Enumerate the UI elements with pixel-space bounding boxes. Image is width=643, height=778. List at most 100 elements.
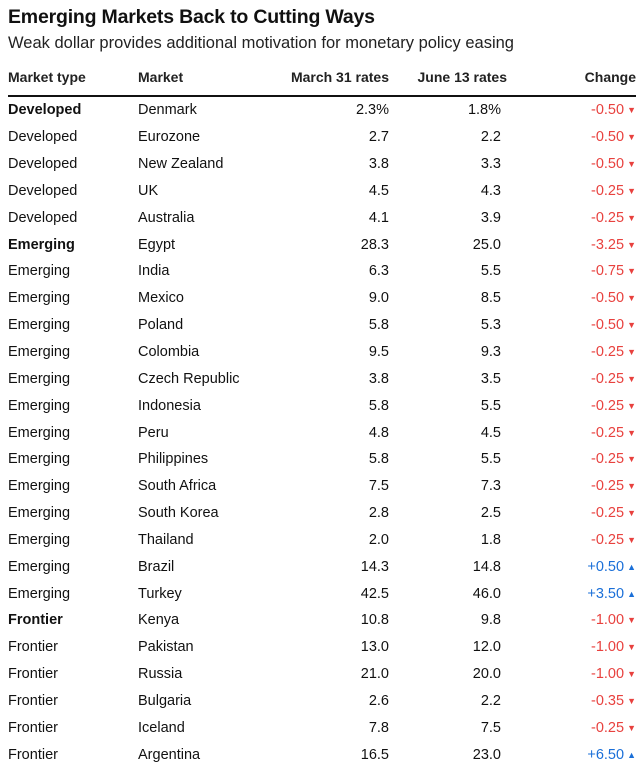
cell-market-type: Frontier [8,666,58,683]
cell-march-rate: 2.3% [355,102,389,119]
cell-market-type: Emerging [8,585,71,602]
cell-june-rate: 3.3 [480,156,501,173]
cell-market-type: Frontier [8,719,58,736]
cell-market-type: Emerging [8,397,71,414]
table-row: Emerging South Africa 7.5 7.3 -0.25 ▼ [8,473,636,500]
triangle-down-icon: ▼ [627,454,636,465]
triangle-down-icon: ▼ [627,239,636,250]
table-row: Frontier Pakistan 13.0 12.0 -1.00 ▼ [8,634,636,661]
chart-container: Emerging Markets Back to Cutting Ways We… [0,6,643,768]
cell-change: -0.25 ▼ [507,500,636,527]
cell-market-type: Emerging [8,531,71,548]
cell-change: -0.50 ▼ [507,312,636,339]
cell-market: Turkey [138,585,182,602]
cell-change: -0.25 ▼ [507,419,636,446]
change-value: -0.25 [591,182,625,199]
triangle-down-icon: ▼ [627,695,636,706]
table-row: Developed Eurozone 2.7 2.2 -0.50 ▼ [8,124,636,151]
triangle-down-icon: ▼ [627,185,636,196]
table-row: Frontier Argentina 16.5 23.0 +6.50 ▲ [8,741,636,768]
change-value: -0.25 [591,370,625,387]
cell-march-rate: 28.3 [360,236,389,253]
cell-change: -3.25 ▼ [507,231,636,258]
cell-march-rate: 3.8 [368,370,389,387]
triangle-down-icon: ▼ [627,159,636,170]
cell-june-rate: 5.5 [480,451,501,468]
table-row: Emerging Colombia 9.5 9.3 -0.25 ▼ [8,339,636,366]
cell-market-type: Emerging [8,478,71,495]
cell-market-type: Emerging [8,370,71,387]
cell-change: -0.25 ▼ [507,204,636,231]
cell-market: New Zealand [138,156,224,173]
triangle-down-icon: ▼ [627,427,636,438]
triangle-down-icon: ▼ [627,266,636,277]
cell-june-rate: 12.0 [472,639,501,656]
cell-market-type: Emerging [8,236,75,253]
rates-table: Market type Market March 31 rates June 1… [8,69,636,768]
table-row: Emerging Indonesia 5.8 5.5 -0.25 ▼ [8,392,636,419]
cell-market-type: Frontier [8,639,58,656]
cell-market: Bulgaria [138,692,192,709]
triangle-down-icon: ▼ [627,320,636,331]
cell-june-rate: 1.8% [467,102,501,119]
cell-market: Pakistan [138,639,194,656]
cell-march-rate: 16.5 [360,746,389,763]
triangle-down-icon: ▼ [627,534,636,545]
table-row: Developed Australia 4.1 3.9 -0.25 ▼ [8,204,636,231]
cell-change: -0.25 ▼ [507,339,636,366]
header-change: Change [507,69,636,97]
cell-market: Denmark [138,102,197,119]
cell-market: India [138,263,170,280]
header-market: Market [138,69,268,97]
cell-market: UK [138,182,159,199]
header-june-rates: June 13 rates [389,69,507,97]
cell-market-type: Emerging [8,505,71,522]
change-value: -1.00 [591,666,625,683]
cell-march-rate: 5.8 [368,317,389,334]
cell-june-rate: 3.9 [480,209,501,226]
cell-march-rate: 13.0 [360,639,389,656]
cell-june-rate: 4.3 [480,182,501,199]
change-value: -0.25 [591,344,625,361]
cell-june-rate: 14.8 [472,558,501,575]
cell-market: Russia [138,666,183,683]
change-value: -0.25 [591,209,625,226]
triangle-down-icon: ▼ [627,481,636,492]
cell-market-type: Emerging [8,290,71,307]
table-row: Frontier Russia 21.0 20.0 -1.00 ▼ [8,661,636,688]
cell-change: -0.25 ▼ [507,714,636,741]
table-row: Emerging Thailand 2.0 1.8 -0.25 ▼ [8,527,636,554]
triangle-down-icon: ▼ [627,105,636,116]
cell-change: -0.50 ▼ [507,96,636,124]
cell-market-type: Developed [8,102,82,119]
cell-change: -1.00 ▼ [507,634,636,661]
cell-march-rate: 3.8 [368,156,389,173]
cell-change: +0.50 ▲ [507,553,636,580]
cell-market-type: Emerging [8,263,71,280]
change-value: -0.25 [591,451,625,468]
cell-march-rate: 14.3 [360,558,389,575]
cell-market: Mexico [138,290,184,307]
cell-market-type: Developed [8,156,78,173]
cell-change: +6.50 ▲ [507,741,636,768]
header-market-type: Market type [8,69,138,97]
table-body: Developed Denmark 2.3% 1.8% -0.50 ▼ Developed E… [8,96,636,768]
change-value: +0.50 [587,558,625,575]
table-row: Emerging India 6.3 5.5 -0.75 ▼ [8,258,636,285]
cell-market: Colombia [138,344,200,361]
cell-june-rate: 46.0 [472,585,501,602]
cell-march-rate: 7.8 [368,719,389,736]
cell-march-rate: 4.5 [368,182,389,199]
cell-march-rate: 5.8 [368,451,389,468]
cell-market: Czech Republic [138,370,240,387]
cell-market: Brazil [138,558,175,575]
cell-market: South Korea [138,505,219,522]
cell-march-rate: 2.8 [368,505,389,522]
triangle-down-icon: ▼ [627,615,636,626]
cell-june-rate: 2.5 [480,505,501,522]
cell-june-rate: 5.5 [480,397,501,414]
table-row: Developed Denmark 2.3% 1.8% -0.50 ▼ [8,96,636,124]
change-value: +6.50 [587,746,625,763]
cell-change: -0.50 ▼ [507,151,636,178]
cell-market-type: Developed [8,209,78,226]
